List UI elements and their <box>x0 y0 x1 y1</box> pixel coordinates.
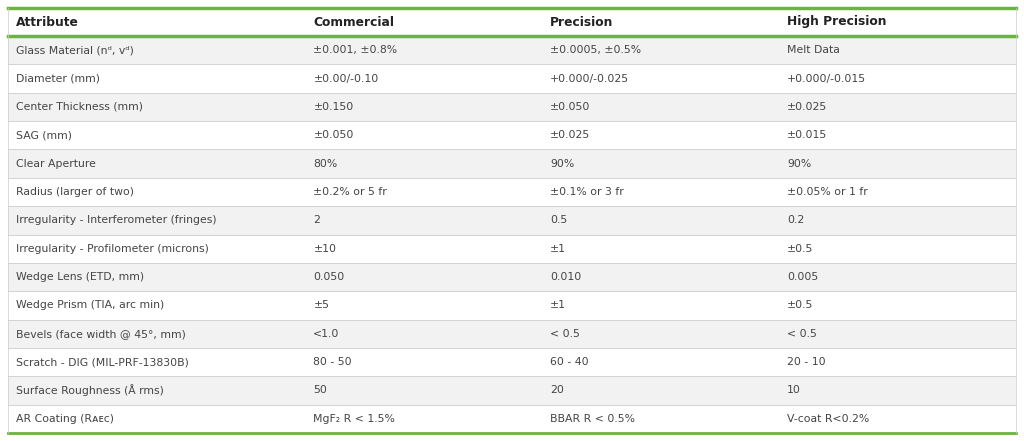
Text: ±5: ±5 <box>313 300 330 310</box>
Text: Radius (larger of two): Radius (larger of two) <box>16 187 134 197</box>
Text: Melt Data: Melt Data <box>787 45 840 55</box>
Bar <box>8 263 1016 291</box>
Text: 90%: 90% <box>787 159 811 168</box>
Text: 0.010: 0.010 <box>550 272 582 282</box>
Text: ±0.025: ±0.025 <box>550 130 591 140</box>
Bar <box>8 178 1016 206</box>
Text: 2: 2 <box>313 215 321 225</box>
Text: Precision: Precision <box>550 15 613 29</box>
Text: 80 - 50: 80 - 50 <box>313 357 352 367</box>
Bar <box>8 348 1016 376</box>
Bar <box>8 320 1016 348</box>
Bar <box>8 93 1016 121</box>
Text: Irregularity - Interferometer (fringes): Irregularity - Interferometer (fringes) <box>16 215 217 225</box>
Text: 0.5: 0.5 <box>550 215 567 225</box>
Bar <box>8 149 1016 178</box>
Text: High Precision: High Precision <box>787 15 887 29</box>
Text: <1.0: <1.0 <box>313 329 340 339</box>
Text: ±0.05% or 1 fr: ±0.05% or 1 fr <box>787 187 868 197</box>
Text: ±0.150: ±0.150 <box>313 102 353 112</box>
Text: Attribute: Attribute <box>16 15 79 29</box>
Bar <box>8 121 1016 149</box>
Text: 10: 10 <box>787 385 801 396</box>
Text: Wedge Lens (ETD, mm): Wedge Lens (ETD, mm) <box>16 272 144 282</box>
Text: ±0.050: ±0.050 <box>313 130 353 140</box>
Bar <box>8 64 1016 93</box>
Text: ±0.5: ±0.5 <box>787 300 813 310</box>
Text: Clear Aperture: Clear Aperture <box>16 159 96 168</box>
Text: AR Coating (Rᴀᴇᴄ): AR Coating (Rᴀᴇᴄ) <box>16 414 114 424</box>
Bar <box>8 405 1016 433</box>
Text: Irregularity - Profilometer (microns): Irregularity - Profilometer (microns) <box>16 244 209 254</box>
Text: ±0.2% or 5 fr: ±0.2% or 5 fr <box>313 187 387 197</box>
Text: BBAR R < 0.5%: BBAR R < 0.5% <box>550 414 635 424</box>
Text: ±0.5: ±0.5 <box>787 244 813 254</box>
Text: Diameter (mm): Diameter (mm) <box>16 74 100 83</box>
Text: 90%: 90% <box>550 159 574 168</box>
Text: Commercial: Commercial <box>313 15 394 29</box>
Bar <box>8 206 1016 235</box>
Text: 20: 20 <box>550 385 564 396</box>
Text: 0.050: 0.050 <box>313 272 345 282</box>
Text: 80%: 80% <box>313 159 338 168</box>
Text: ±1: ±1 <box>550 244 566 254</box>
Text: ±0.015: ±0.015 <box>787 130 827 140</box>
Text: 60 - 40: 60 - 40 <box>550 357 589 367</box>
Text: ±0.050: ±0.050 <box>550 102 591 112</box>
Bar <box>8 36 1016 64</box>
Text: Glass Material (nᵈ, vᵈ): Glass Material (nᵈ, vᵈ) <box>16 45 134 55</box>
Text: ±0.00/-0.10: ±0.00/-0.10 <box>313 74 379 83</box>
Text: V-coat R<0.2%: V-coat R<0.2% <box>787 414 869 424</box>
Text: SAG (mm): SAG (mm) <box>16 130 72 140</box>
Text: ±0.0005, ±0.5%: ±0.0005, ±0.5% <box>550 45 641 55</box>
Text: 50: 50 <box>313 385 328 396</box>
Text: Surface Roughness (Å rms): Surface Roughness (Å rms) <box>16 385 164 396</box>
Text: < 0.5: < 0.5 <box>550 329 581 339</box>
Text: 20 - 10: 20 - 10 <box>787 357 825 367</box>
Text: Bevels (face width @ 45°, mm): Bevels (face width @ 45°, mm) <box>16 329 186 339</box>
Text: ±0.025: ±0.025 <box>787 102 827 112</box>
Text: ±0.001, ±0.8%: ±0.001, ±0.8% <box>313 45 397 55</box>
Text: ±1: ±1 <box>550 300 566 310</box>
Text: ±0.1% or 3 fr: ±0.1% or 3 fr <box>550 187 624 197</box>
Text: ±10: ±10 <box>313 244 336 254</box>
Text: Center Thickness (mm): Center Thickness (mm) <box>16 102 143 112</box>
Text: Scratch - DIG (MIL-PRF-13830B): Scratch - DIG (MIL-PRF-13830B) <box>16 357 188 367</box>
Text: +0.000/-0.015: +0.000/-0.015 <box>787 74 866 83</box>
Text: 0.005: 0.005 <box>787 272 818 282</box>
Text: 0.2: 0.2 <box>787 215 805 225</box>
Text: Wedge Prism (TIA, arc min): Wedge Prism (TIA, arc min) <box>16 300 164 310</box>
Text: MgF₂ R < 1.5%: MgF₂ R < 1.5% <box>313 414 395 424</box>
Bar <box>8 235 1016 263</box>
Text: < 0.5: < 0.5 <box>787 329 817 339</box>
Bar <box>8 376 1016 405</box>
Text: +0.000/-0.025: +0.000/-0.025 <box>550 74 630 83</box>
Bar <box>8 291 1016 320</box>
